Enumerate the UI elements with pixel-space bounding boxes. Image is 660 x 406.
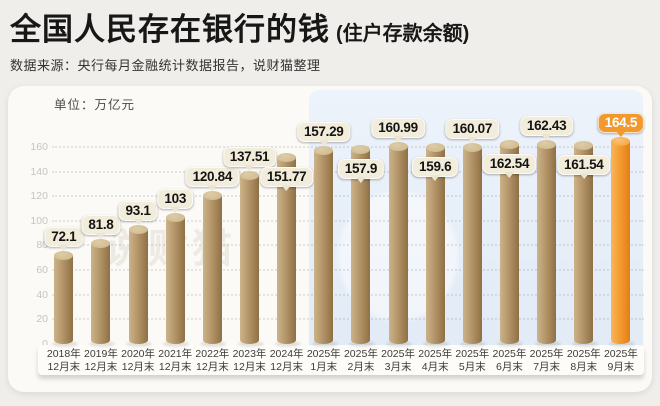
y-tick-label: 160: [30, 140, 48, 153]
y-tick-label: 0: [42, 338, 48, 350]
gridline: [52, 195, 644, 198]
bar-shadow: [534, 341, 561, 347]
bar-shadow: [497, 341, 524, 347]
bar: [54, 251, 74, 344]
bar-shadow: [237, 341, 264, 347]
bar-shadow: [274, 341, 301, 347]
bar: [91, 239, 111, 344]
x-axis-label: 2023年 12月末: [232, 348, 267, 373]
x-axis-label: 2018年 12月末: [46, 348, 81, 373]
bar-shadow: [571, 341, 598, 347]
gridline: [52, 318, 644, 321]
bar-shadow: [311, 341, 338, 347]
x-axis-label: 2025年 5月末: [455, 348, 490, 373]
value-callout: 159.6: [412, 157, 459, 178]
value-callout: 162.54: [482, 153, 537, 174]
x-axis-label: 2019年 12月末: [84, 348, 118, 373]
y-tick-label: 60: [36, 264, 48, 277]
value-callout: 162.43: [519, 115, 574, 136]
value-callout: 93.1: [118, 201, 158, 222]
y-tick-label: 20: [36, 313, 48, 326]
value-callout: 103: [157, 189, 194, 210]
bar-shadow: [88, 341, 115, 347]
bar: [202, 191, 222, 344]
value-callout: 81.8: [81, 215, 121, 236]
bar: [128, 225, 148, 344]
value-callout: 157.29: [297, 122, 351, 143]
x-axis-label: 2022年 12月末: [195, 348, 230, 373]
bar: [351, 145, 371, 344]
bar: [277, 153, 297, 344]
value-callout: 151.77: [259, 167, 314, 188]
value-callout: 161.54: [557, 154, 611, 175]
x-axis-label: 2025年 1月末: [306, 348, 341, 373]
bar: [574, 140, 594, 344]
bar-shadow: [126, 341, 153, 347]
value-callout: 72.1: [44, 227, 84, 248]
bar-shadow: [51, 341, 78, 347]
bar: [388, 141, 408, 344]
gridline: [52, 219, 644, 222]
unit-label: 单位：万亿元: [54, 98, 136, 112]
gridline: [52, 293, 644, 296]
y-tick-label: 120: [30, 190, 48, 203]
x-axis-label: 2025年 2月末: [343, 348, 378, 373]
bar-shadow: [423, 341, 450, 347]
x-axis-label: 2025年 9月末: [603, 348, 638, 373]
title-note: (住户存款余额): [336, 23, 470, 45]
y-tick-label: 100: [30, 214, 48, 227]
y-tick-label: 40: [36, 288, 48, 301]
bar: [611, 137, 631, 344]
page-title: 全国人民存在银行的钱 (住户存款余额): [10, 4, 650, 49]
bar: [537, 139, 557, 344]
bar-shadow: [163, 341, 190, 347]
data-source-note: 数据来源：央行每月金融统计数据报告，说财猫整理: [10, 58, 321, 73]
bar-shadow: [200, 341, 227, 347]
x-axis-label: 2021年 12月末: [158, 348, 193, 373]
x-axis-label: 2025年 7月末: [529, 348, 564, 373]
gridline: [52, 244, 644, 247]
y-tick-label: 140: [30, 165, 48, 178]
y-tick-label: 80: [36, 239, 48, 252]
axis-floor: [38, 345, 644, 375]
bar: [499, 139, 519, 344]
value-callout: 164.5: [597, 113, 645, 134]
bar: [240, 170, 259, 344]
value-callout: 120.84: [185, 167, 240, 188]
header: 全国人民存在银行的钱 (住户存款余额) 数据来源：央行每月金融统计数据报告，说财猫…: [10, 4, 650, 74]
bar: [165, 213, 185, 344]
bar: [462, 142, 482, 344]
value-callout: 160.07: [445, 118, 500, 139]
x-axis-label: 2025年 4月末: [418, 348, 453, 373]
value-callout: 160.99: [371, 117, 425, 138]
bar-shadow: [348, 341, 375, 347]
bar-shadow: [386, 341, 413, 347]
x-axis-label: 2025年 6月末: [492, 348, 527, 373]
x-axis-label: 2025年 8月末: [566, 348, 601, 373]
x-axis-label: 2025年 3月末: [381, 348, 415, 373]
bar: [314, 146, 334, 344]
x-axis-label: 2020年 12月末: [121, 348, 155, 373]
gridline: [52, 269, 644, 272]
x-axis-label: 2024年 12月末: [269, 348, 304, 373]
gridline: [52, 145, 644, 148]
bar-shadow: [608, 341, 635, 347]
value-callout: 137.51: [222, 146, 277, 167]
bar-shadow: [460, 341, 487, 347]
value-callout: 157.9: [337, 159, 385, 180]
bar: [425, 143, 445, 344]
chart-card: 单位：万亿元 说财猫02040608010012014016072.12018年…: [8, 86, 652, 392]
title-text: 全国人民存在银行的钱: [10, 12, 330, 47]
